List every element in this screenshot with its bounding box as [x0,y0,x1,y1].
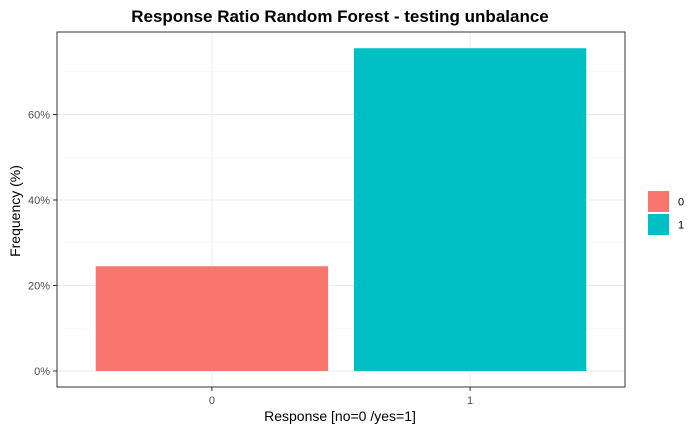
bar-1 [353,48,587,372]
y-tick-label: 60% [28,110,50,122]
legend: 01 [648,191,684,235]
legend-key-1 [648,214,669,235]
y-tick-label: 0% [34,366,50,378]
legend-label-1: 1 [678,220,684,232]
y-tick-label: 40% [28,195,50,207]
x-tick-label: 0 [209,395,215,407]
x-tick-label: 1 [467,395,473,407]
x-axis-title: Response [no=0 /yes=1] [264,408,416,424]
legend-key-0 [648,191,669,212]
bar-0 [95,266,329,371]
chart-title: Response Ratio Random Forest - testing u… [131,7,549,26]
legend-label-0: 0 [678,197,684,209]
bars [95,48,587,372]
y-axis-title: Frequency (%) [7,165,23,257]
y-axis: 0% 20% 40% 60% [28,110,57,378]
panel-border [56,31,626,388]
y-tick-label: 20% [28,281,50,293]
